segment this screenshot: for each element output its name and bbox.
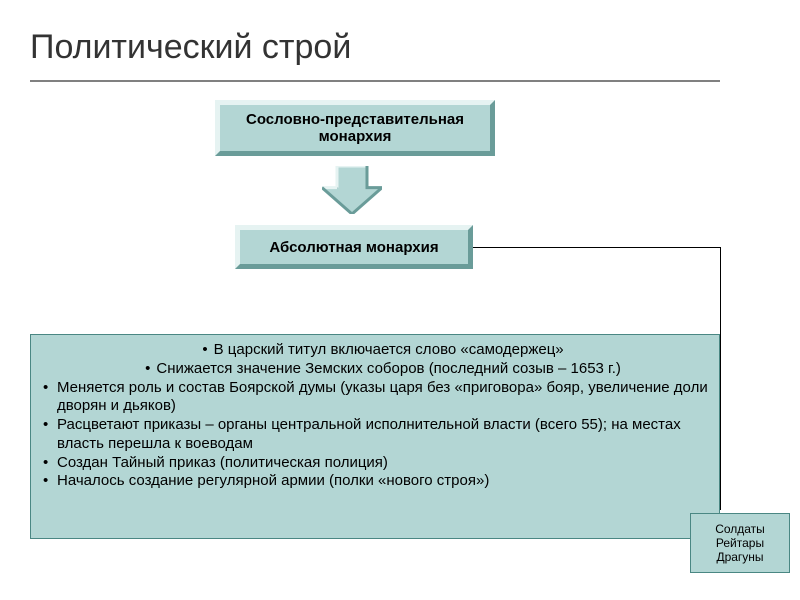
- box-estate-monarchy: Сословно-представительная монархия: [215, 100, 495, 156]
- troops-line: Рейтары: [716, 536, 764, 550]
- box-estate-monarchy-label: Сословно-представительная монархия: [220, 111, 490, 145]
- box-absolute-monarchy-label: Абсолютная монархия: [269, 239, 438, 256]
- title-underline: [30, 80, 720, 82]
- connector-horizontal: [473, 247, 720, 248]
- slide-root: Политический строй Сословно-представител…: [0, 0, 800, 600]
- troops-line: Драгуны: [716, 550, 763, 564]
- slide-title: Политический строй: [30, 28, 351, 67]
- connector-vertical: [720, 247, 721, 510]
- troops-line: Солдаты: [715, 522, 765, 536]
- bullet-item: Создан Тайный приказ (политическая полиц…: [41, 454, 709, 473]
- bullets-list: В царский титул включается слово «самоде…: [41, 341, 709, 491]
- bullet-item: В царский титул включается слово «самоде…: [41, 341, 709, 360]
- bullet-item: Началось создание регулярной армии (полк…: [41, 472, 709, 491]
- bullet-item: Снижается значение Земских соборов (посл…: [41, 360, 709, 379]
- troops-sidebox: СолдатыРейтарыДрагуны: [690, 513, 790, 573]
- bullet-item: Расцветают приказы – органы центральной …: [41, 416, 709, 454]
- box-absolute-monarchy: Абсолютная монархия: [235, 225, 473, 269]
- bullets-panel: В царский титул включается слово «самоде…: [30, 334, 720, 539]
- bullet-item: Меняется роль и состав Боярской думы (ук…: [41, 379, 709, 417]
- down-arrow: [322, 166, 382, 214]
